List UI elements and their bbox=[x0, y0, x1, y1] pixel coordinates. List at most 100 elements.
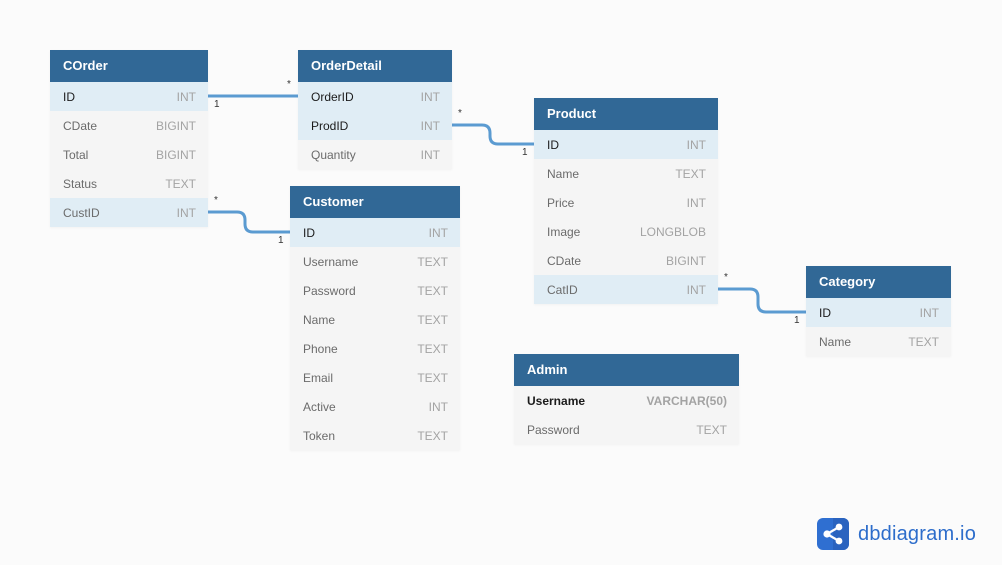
field-row[interactable]: ID INT bbox=[534, 130, 718, 159]
field-row[interactable]: CatID INT bbox=[534, 275, 718, 304]
field-name: Username bbox=[303, 254, 359, 269]
field-type: INT bbox=[420, 118, 440, 133]
field-row[interactable]: Active INT bbox=[290, 392, 460, 421]
field-name: ID bbox=[819, 305, 831, 320]
field-name: Token bbox=[303, 428, 336, 443]
field-row[interactable]: Password TEXT bbox=[290, 276, 460, 305]
field-row[interactable]: ID INT bbox=[50, 82, 208, 111]
field-type: TEXT bbox=[417, 341, 448, 356]
field-name: CatID bbox=[547, 282, 578, 297]
field-name: ID bbox=[303, 225, 315, 240]
field-name: Name bbox=[819, 334, 852, 349]
field-row[interactable]: Status TEXT bbox=[50, 169, 208, 198]
field-type: TEXT bbox=[417, 283, 448, 298]
table-header[interactable]: Product bbox=[534, 98, 718, 130]
cardinality-label: * bbox=[724, 272, 728, 283]
field-row[interactable]: Username TEXT bbox=[290, 247, 460, 276]
link-corder-customer[interactable] bbox=[208, 210, 290, 234]
brand-text: dbdiagram.io bbox=[858, 522, 977, 545]
field-row[interactable]: Quantity INT bbox=[298, 140, 452, 169]
field-row[interactable]: ID INT bbox=[806, 298, 951, 327]
field-name: Name bbox=[303, 312, 336, 327]
cardinality-label: * bbox=[214, 195, 218, 206]
cardinality-label: * bbox=[287, 79, 291, 90]
link-orderdetail-product[interactable] bbox=[452, 123, 534, 146]
field-row[interactable]: Name TEXT bbox=[290, 305, 460, 334]
field-row[interactable]: Image LONGBLOB bbox=[534, 217, 718, 246]
field-type: BIGINT bbox=[155, 147, 196, 162]
share-nodes-icon bbox=[817, 518, 849, 550]
table-header[interactable]: Admin bbox=[514, 354, 739, 386]
field-name: Price bbox=[547, 195, 575, 210]
field-name: Name bbox=[547, 166, 580, 181]
field-name: CDate bbox=[63, 118, 98, 133]
field-name: Phone bbox=[303, 341, 338, 356]
field-row[interactable]: Name TEXT bbox=[534, 159, 718, 188]
table-orderdetail[interactable]: OrderDetail OrderID INT ProdID INT Quantit… bbox=[298, 50, 452, 169]
table-corder[interactable]: COrder ID INT CDate BIGINT Total BIGINT Sta… bbox=[50, 50, 208, 227]
table-admin[interactable]: Admin Username VARCHAR(50) Password TEXT bbox=[514, 354, 739, 444]
field-type: INT bbox=[176, 205, 196, 220]
field-name: CDate bbox=[547, 253, 582, 268]
cardinality-label: 1 bbox=[794, 315, 800, 326]
field-row[interactable]: Total BIGINT bbox=[50, 140, 208, 169]
field-row[interactable]: OrderID INT bbox=[298, 82, 452, 111]
cardinality-label: 1 bbox=[214, 99, 220, 110]
field-name: Status bbox=[63, 176, 98, 191]
field-row[interactable]: ProdID INT bbox=[298, 111, 452, 140]
field-name: Active bbox=[303, 399, 336, 414]
field-row[interactable]: CDate BIGINT bbox=[50, 111, 208, 140]
table-header[interactable]: Category bbox=[806, 266, 951, 298]
field-name: Email bbox=[303, 370, 334, 385]
field-type: INT bbox=[420, 147, 440, 162]
field-row[interactable]: CustID INT bbox=[50, 198, 208, 227]
field-name: Quantity bbox=[311, 147, 356, 162]
brand-logo[interactable]: dbdiagram.io bbox=[817, 518, 976, 550]
field-row[interactable]: ID INT bbox=[290, 218, 460, 247]
field-row[interactable]: Email TEXT bbox=[290, 363, 460, 392]
table-category[interactable]: Category ID INT Name TEXT bbox=[806, 266, 951, 356]
table-customer[interactable]: Customer ID INT Username TEXT Password TEXT… bbox=[290, 186, 460, 450]
table-header[interactable]: OrderDetail bbox=[298, 50, 452, 82]
table-header[interactable]: Customer bbox=[290, 186, 460, 218]
field-name: ID bbox=[63, 89, 75, 104]
field-type: INT bbox=[428, 399, 448, 414]
field-type: BIGINT bbox=[155, 118, 196, 133]
table-product[interactable]: Product ID INT Name TEXT Price INT Image LON… bbox=[534, 98, 718, 304]
field-row[interactable]: Price INT bbox=[534, 188, 718, 217]
field-name: CustID bbox=[63, 205, 100, 220]
field-name: Image bbox=[547, 224, 581, 239]
cardinality-label: 1 bbox=[522, 147, 528, 158]
field-type: INT bbox=[420, 89, 440, 104]
field-name: Total bbox=[63, 147, 89, 162]
field-row[interactable]: CDate BIGINT bbox=[534, 246, 718, 275]
field-type: TEXT bbox=[908, 334, 939, 349]
field-type: INT bbox=[176, 89, 196, 104]
field-row[interactable]: Name TEXT bbox=[806, 327, 951, 356]
field-row[interactable]: Password TEXT bbox=[514, 415, 739, 444]
field-type: INT bbox=[686, 137, 706, 152]
field-name: Password bbox=[303, 283, 356, 298]
table-header[interactable]: COrder bbox=[50, 50, 208, 82]
field-name: Username bbox=[527, 393, 586, 408]
field-type: TEXT bbox=[417, 312, 448, 327]
field-type: TEXT bbox=[165, 176, 196, 191]
field-type: TEXT bbox=[417, 428, 448, 443]
field-type: INT bbox=[428, 225, 448, 240]
field-type: TEXT bbox=[417, 254, 448, 269]
field-name: OrderID bbox=[311, 89, 354, 104]
field-row[interactable]: Phone TEXT bbox=[290, 334, 460, 363]
field-row[interactable]: Username VARCHAR(50) bbox=[514, 386, 739, 415]
field-name: ID bbox=[547, 137, 559, 152]
cardinality-label: * bbox=[458, 108, 462, 119]
cardinality-label: 1 bbox=[278, 235, 284, 246]
field-row[interactable]: Token TEXT bbox=[290, 421, 460, 450]
field-type: BIGINT bbox=[665, 253, 706, 268]
link-product-category[interactable] bbox=[718, 287, 806, 314]
field-type: INT bbox=[686, 195, 706, 210]
field-type: TEXT bbox=[696, 422, 727, 437]
field-type: VARCHAR(50) bbox=[646, 393, 727, 408]
field-type: LONGBLOB bbox=[639, 224, 706, 239]
field-type: TEXT bbox=[675, 166, 706, 181]
